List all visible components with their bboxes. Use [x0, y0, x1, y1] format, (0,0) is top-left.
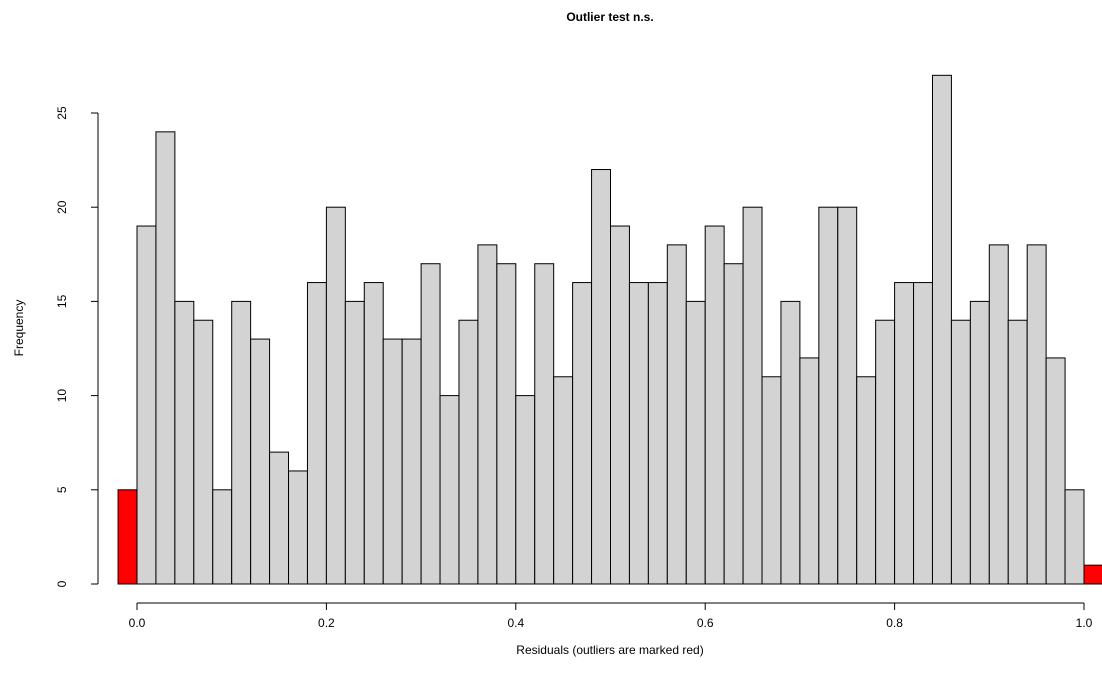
- histogram-bar: [306, 282, 327, 585]
- histogram-bar: [761, 376, 782, 585]
- outlier-bar: [117, 489, 138, 585]
- histogram-bar: [742, 206, 763, 585]
- histogram-bar: [875, 319, 896, 585]
- histogram-bar: [799, 357, 820, 585]
- histogram-bar: [1026, 244, 1047, 585]
- histogram-bar: [628, 282, 649, 585]
- y-tick-label: 0: [55, 580, 69, 587]
- histogram-bar: [950, 319, 971, 585]
- histogram-bar: [591, 169, 611, 585]
- histogram-bar: [212, 489, 233, 585]
- histogram-bar: [401, 338, 422, 585]
- histogram-bar: [553, 376, 574, 585]
- histogram-bar: [685, 300, 706, 585]
- histogram-bar: [288, 470, 308, 585]
- histogram-bar: [458, 319, 479, 585]
- histogram-bar: [988, 244, 1009, 585]
- histogram-bar: [818, 206, 839, 585]
- histogram-bar: [647, 282, 668, 585]
- histogram-bar: [780, 300, 801, 585]
- histogram-bar: [515, 395, 536, 585]
- histogram-bars: [117, 74, 1102, 585]
- y-tick-label: 5: [55, 486, 69, 493]
- x-axis-label: Residuals (outliers are marked red): [516, 643, 703, 657]
- x-tick-label: 0.6: [697, 616, 714, 630]
- histogram-bar: [1045, 357, 1066, 585]
- histogram-bar: [363, 282, 384, 585]
- histogram-bar: [1007, 319, 1028, 585]
- histogram-bar: [837, 206, 858, 585]
- histogram-bar: [155, 131, 176, 585]
- histogram-bar: [439, 395, 460, 585]
- histogram-bar: [704, 225, 725, 585]
- histogram-bar: [913, 282, 933, 585]
- y-tick-label: 20: [55, 200, 69, 214]
- histogram-bar: [572, 282, 593, 585]
- histogram-bar: [344, 300, 365, 585]
- y-tick-label: 10: [55, 389, 69, 403]
- histogram-bar: [382, 338, 403, 585]
- histogram-bar: [269, 451, 290, 585]
- histogram-bar: [136, 225, 157, 585]
- x-tick-label: 0.8: [886, 616, 903, 630]
- y-axis: 0 5 10 15 20 25: [55, 106, 99, 587]
- histogram-bar: [496, 263, 517, 585]
- histogram-bar: [193, 319, 214, 585]
- x-tick-label: 0.0: [129, 616, 146, 630]
- histogram-bar: [856, 376, 877, 585]
- histogram-bar: [969, 300, 990, 585]
- histogram-bar: [250, 338, 271, 585]
- histogram-bar: [1064, 489, 1085, 585]
- histogram-bar: [420, 263, 441, 585]
- histogram-bar: [723, 263, 744, 585]
- histogram-bar: [666, 244, 687, 585]
- x-tick-label: 0.2: [318, 616, 335, 630]
- x-axis: 0.0 0.2 0.4 0.6 0.8 1.0: [129, 602, 1093, 630]
- x-tick-label: 1.0: [1076, 616, 1093, 630]
- histogram-bar: [477, 244, 498, 585]
- histogram-bar: [610, 225, 630, 585]
- outlier-bar: [1083, 564, 1102, 585]
- x-tick-label: 0.4: [507, 616, 524, 630]
- y-tick-label: 25: [55, 106, 69, 120]
- histogram-bar: [894, 282, 915, 585]
- histogram-bar: [325, 206, 346, 585]
- chart-title: Outlier test n.s.: [566, 10, 653, 24]
- histogram-bar: [231, 300, 252, 585]
- histogram-bar: [534, 263, 555, 585]
- y-tick-label: 15: [55, 294, 69, 308]
- y-axis-label: Frequency: [12, 300, 26, 357]
- histogram-bar: [174, 300, 195, 585]
- histogram-bar: [931, 74, 952, 585]
